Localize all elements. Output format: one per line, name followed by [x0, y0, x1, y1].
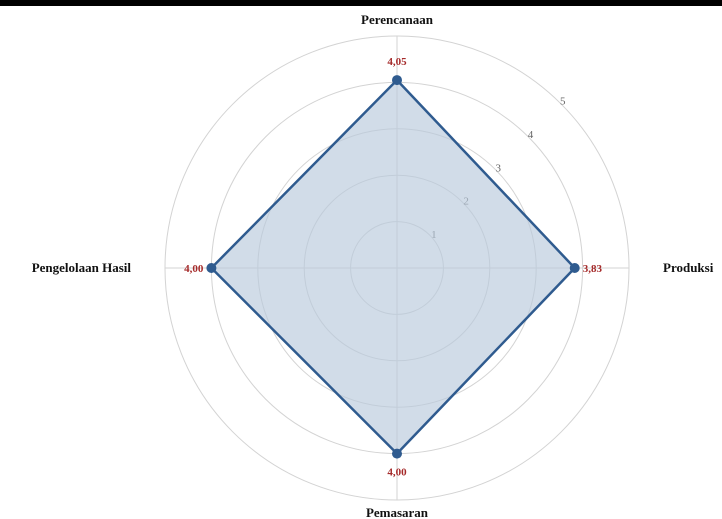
data-point: [392, 448, 402, 459]
data-point: [392, 75, 402, 86]
data-point: [569, 263, 580, 273]
value-label: 4,05: [387, 56, 407, 68]
radial-tick-label: 5: [560, 96, 566, 108]
radar-series: [206, 75, 580, 459]
radial-tick-label: 4: [528, 129, 534, 141]
category-label: Perencanaan: [361, 12, 434, 27]
category-label: Pengelolaan Hasil: [32, 260, 132, 275]
data-point: [206, 263, 217, 273]
category-label: Produksi: [663, 260, 714, 275]
category-label: Pemasaran: [366, 505, 429, 519]
top-border: [0, 0, 722, 6]
value-label: 4,00: [387, 467, 407, 479]
value-label: 4,00: [184, 263, 204, 275]
value-label: 3,83: [583, 263, 603, 275]
radial-tick-label: 3: [496, 162, 502, 174]
radar-labels: 4,05 3,83 4,00 4,00 Perencanaan Produksi Pemas…: [32, 12, 714, 519]
